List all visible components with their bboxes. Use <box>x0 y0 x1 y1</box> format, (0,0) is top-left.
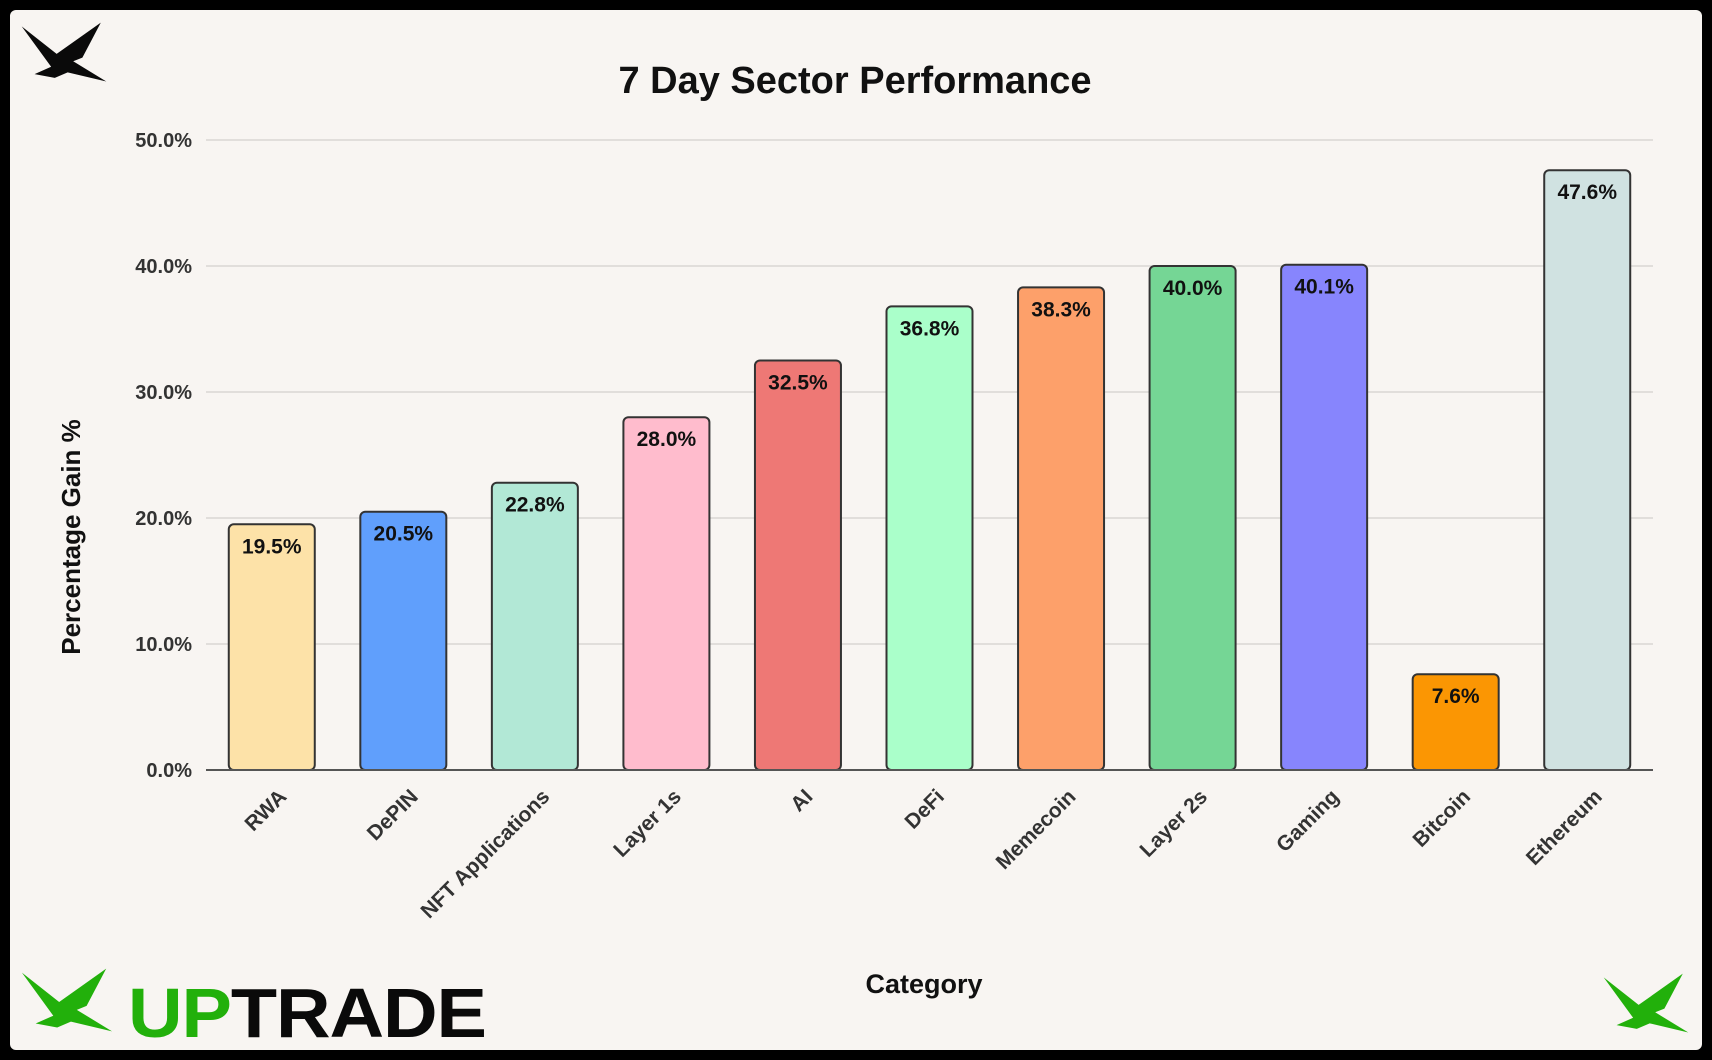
chart-title: 7 Day Sector Performance <box>618 60 1091 102</box>
bird-icon <box>1603 973 1689 1033</box>
brand-wordmark-trade: TRADE <box>230 974 487 1050</box>
data-label: 32.5% <box>768 372 828 395</box>
y-tick-label: 30.0% <box>135 382 192 404</box>
bar <box>490 481 579 771</box>
chart-frame: 7 Day Sector Performance 0.0% 10.0% 20.0% 3… <box>10 10 1702 1050</box>
data-label: 38.3% <box>1031 298 1091 321</box>
bar <box>1280 263 1369 772</box>
data-label: 22.8% <box>505 494 565 517</box>
y-tick-label: 10.0% <box>135 634 192 656</box>
x-axis-label: Category <box>865 969 982 999</box>
bar <box>227 523 316 771</box>
data-label: 36.8% <box>900 317 960 340</box>
data-label: 40.0% <box>1163 277 1223 300</box>
data-label: 40.1% <box>1294 276 1354 299</box>
bird-icon <box>21 968 113 1032</box>
bar <box>1543 169 1632 772</box>
data-label: 19.5% <box>242 535 302 558</box>
bar <box>1017 286 1106 771</box>
bar <box>359 510 448 771</box>
x-tick-label: Memecoin <box>992 785 1081 874</box>
brand-wordmark-up: UP <box>128 974 232 1050</box>
brand-wordmark: UPTRADE <box>128 978 487 1048</box>
bars: 19.5% 20.5% 22.8% 28.0% 32.5% 36.8% 38.3% 40.0%… <box>227 169 1632 772</box>
x-tick-label: Ethereum <box>1522 785 1607 870</box>
bar <box>885 305 974 771</box>
y-tick-label: 40.0% <box>135 256 192 278</box>
y-tick-label: 50.0% <box>135 130 192 152</box>
y-axis-ticks: 0.0% 10.0% 20.0% 30.0% 40.0% 50.0% <box>135 130 192 782</box>
data-label: 7.6% <box>1432 685 1480 708</box>
bar <box>753 359 842 771</box>
x-tick-label: NFT Applications <box>417 785 555 923</box>
x-tick-label: Bitcoin <box>1409 785 1476 852</box>
data-label: 28.0% <box>637 428 697 451</box>
bar <box>1148 265 1237 771</box>
data-label: 47.6% <box>1557 181 1617 204</box>
x-tick-label: DeFi <box>901 785 949 833</box>
x-tick-label: Layer 1s <box>609 785 686 862</box>
x-tick-label: DePIN <box>363 785 423 845</box>
x-tick-label: Gaming <box>1272 785 1344 857</box>
x-tick-label: AI <box>786 785 817 816</box>
x-tick-label: Layer 2s <box>1136 785 1213 862</box>
y-tick-label: 0.0% <box>146 760 192 782</box>
y-axis-label: Percentage Gain % <box>56 419 86 655</box>
y-tick-label: 20.0% <box>135 508 192 530</box>
x-tick-label: RWA <box>241 785 292 836</box>
bar <box>622 416 711 771</box>
bird-icon <box>21 22 107 82</box>
data-label: 20.5% <box>374 523 434 546</box>
sector-performance-chart: 7 Day Sector Performance 0.0% 10.0% 20.0% 3… <box>56 60 1653 999</box>
